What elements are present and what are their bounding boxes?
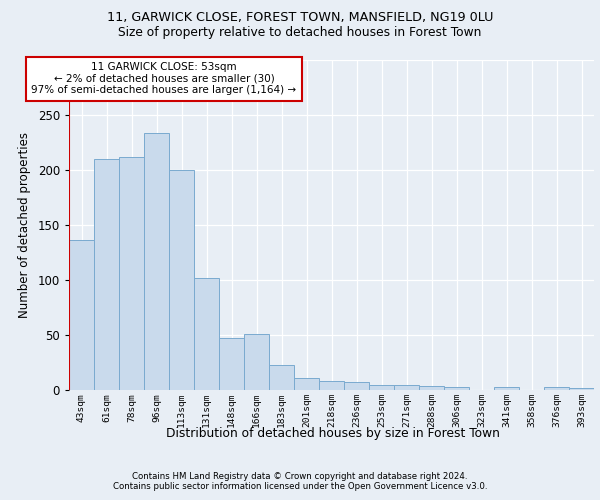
Bar	[344, 382, 369, 390]
Bar	[394, 384, 419, 390]
Bar	[544, 386, 569, 390]
Bar	[119, 157, 144, 390]
Text: Distribution of detached houses by size in Forest Town: Distribution of detached houses by size …	[166, 428, 500, 440]
Bar	[69, 240, 94, 390]
Bar	[444, 386, 469, 390]
Y-axis label: Number of detached properties: Number of detached properties	[18, 132, 31, 318]
Bar	[319, 381, 344, 390]
Text: Contains HM Land Registry data © Crown copyright and database right 2024.: Contains HM Land Registry data © Crown c…	[132, 472, 468, 481]
Bar	[144, 132, 169, 390]
Bar	[94, 159, 119, 390]
Text: Size of property relative to detached houses in Forest Town: Size of property relative to detached ho…	[118, 26, 482, 39]
Bar	[294, 378, 319, 390]
Bar	[194, 278, 219, 390]
Bar	[244, 334, 269, 390]
Bar	[569, 388, 594, 390]
Text: 11, GARWICK CLOSE, FOREST TOWN, MANSFIELD, NG19 0LU: 11, GARWICK CLOSE, FOREST TOWN, MANSFIEL…	[107, 11, 493, 24]
Bar	[419, 386, 444, 390]
Text: 11 GARWICK CLOSE: 53sqm
← 2% of detached houses are smaller (30)
97% of semi-det: 11 GARWICK CLOSE: 53sqm ← 2% of detached…	[31, 62, 296, 96]
Bar	[169, 170, 194, 390]
Bar	[219, 338, 244, 390]
Bar	[369, 384, 394, 390]
Text: Contains public sector information licensed under the Open Government Licence v3: Contains public sector information licen…	[113, 482, 487, 491]
Bar	[494, 386, 519, 390]
Bar	[269, 364, 294, 390]
